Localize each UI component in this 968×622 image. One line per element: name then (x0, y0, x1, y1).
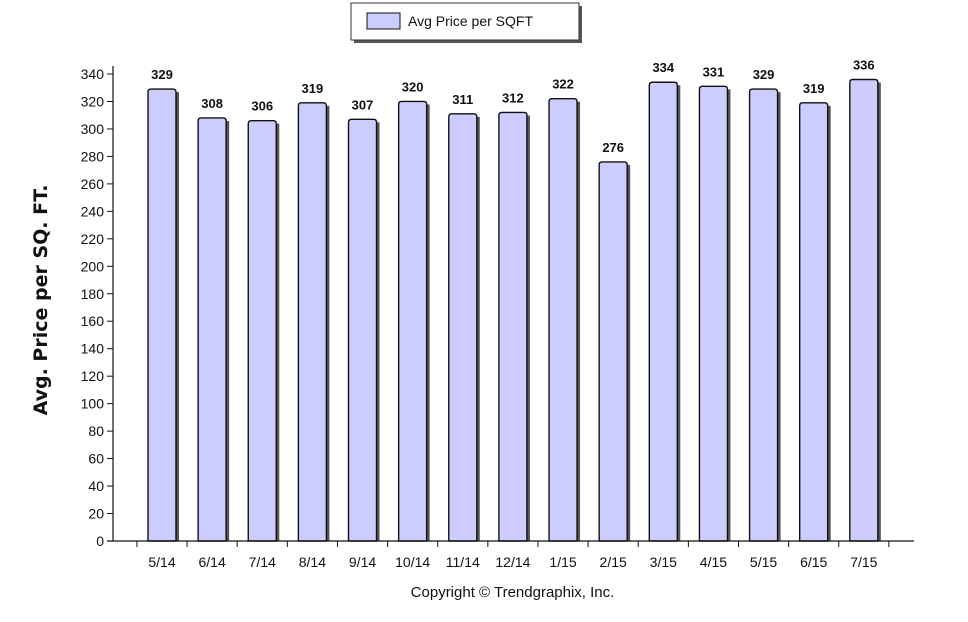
data-label: 311 (452, 92, 473, 107)
bar-3-15 (648, 81, 678, 542)
y-tick-label: 340 (81, 66, 105, 82)
y-tick-label: 60 (88, 451, 104, 467)
data-label: 329 (151, 67, 173, 82)
x-tick-label: 9/14 (349, 554, 376, 570)
legend-swatch (366, 12, 401, 30)
bar-7-14 (247, 120, 277, 542)
data-label: 329 (753, 67, 775, 82)
x-tick-label: 10/14 (395, 554, 430, 570)
copyright-note: Copyright © Trendgraphix, Inc. (410, 584, 615, 601)
x-tick-label: 3/15 (650, 554, 677, 570)
bar-1-15 (548, 98, 578, 542)
data-label: 312 (502, 90, 524, 105)
x-tick-label: 6/15 (800, 554, 827, 570)
bar-2-15 (598, 161, 628, 542)
bar-9-14 (347, 118, 378, 542)
x-tick-label: 5/15 (750, 554, 777, 570)
y-tick-label: 260 (81, 176, 105, 192)
bar-6-15 (798, 102, 829, 542)
x-tick-label: 6/14 (199, 554, 226, 570)
x-tick-label: 5/14 (148, 554, 175, 570)
bar-5-14 (147, 88, 177, 542)
data-label: 320 (402, 79, 424, 94)
y-tick-label: 120 (81, 368, 105, 384)
x-tick-label: 7/14 (249, 554, 276, 570)
data-label: 319 (803, 81, 825, 96)
y-tick-label: 220 (81, 231, 105, 247)
y-axis-label: Avg. Price per SQ. FT. (30, 185, 52, 416)
data-label: 308 (201, 96, 223, 111)
x-tick-label: 4/15 (700, 554, 727, 570)
x-tick-label: 1/15 (549, 554, 576, 570)
bar-10-14 (397, 100, 428, 542)
y-tick-label: 40 (88, 478, 104, 494)
axes: 0 20 40 60 80 100 120 140 160 180 200 220 240 260 280 3… (81, 66, 914, 570)
y-tick-label: 200 (81, 258, 105, 274)
y-tick-label: 280 (81, 148, 105, 164)
bar-5-15 (748, 88, 779, 542)
data-label: 334 (652, 60, 674, 75)
y-tick-label: 300 (81, 121, 105, 137)
y-tick-label: 20 (88, 506, 104, 522)
x-tick-label: 11/14 (446, 554, 480, 570)
y-tick-label: 180 (81, 286, 105, 302)
bar-6-14 (197, 117, 227, 542)
x-tick-label: 12/14 (495, 554, 530, 570)
data-label: 307 (352, 97, 374, 112)
data-label: 276 (602, 140, 624, 155)
y-tick-label: 0 (96, 533, 104, 549)
y-tick-label: 80 (88, 423, 104, 439)
y-tick-label: 160 (81, 313, 105, 329)
data-label: 331 (703, 64, 725, 79)
legend-label: Avg Price per SQFT (408, 13, 533, 29)
bar-4-15 (698, 85, 729, 542)
y-tick-label: 140 (81, 341, 105, 357)
y-tick-label: 240 (81, 203, 105, 219)
bar-11-14 (448, 113, 478, 542)
legend: Avg Price per SQFT (350, 2, 582, 43)
bar-12-14 (498, 111, 528, 542)
data-label: 322 (552, 77, 574, 92)
bar-7-15 (849, 78, 879, 542)
bars: 329 308 306 319 307 320 311 312 322 276 334 331 329 3… (147, 57, 881, 542)
data-label: 336 (853, 57, 875, 72)
x-tick-label: 7/15 (850, 554, 877, 570)
bar-8-14 (297, 102, 328, 542)
y-tick-label: 320 (81, 93, 105, 109)
data-label: 306 (251, 99, 273, 114)
x-tick-label: 8/14 (299, 554, 326, 570)
y-tick-label: 100 (81, 396, 105, 412)
x-tick-label: 2/15 (600, 554, 627, 570)
data-label: 319 (302, 81, 324, 96)
